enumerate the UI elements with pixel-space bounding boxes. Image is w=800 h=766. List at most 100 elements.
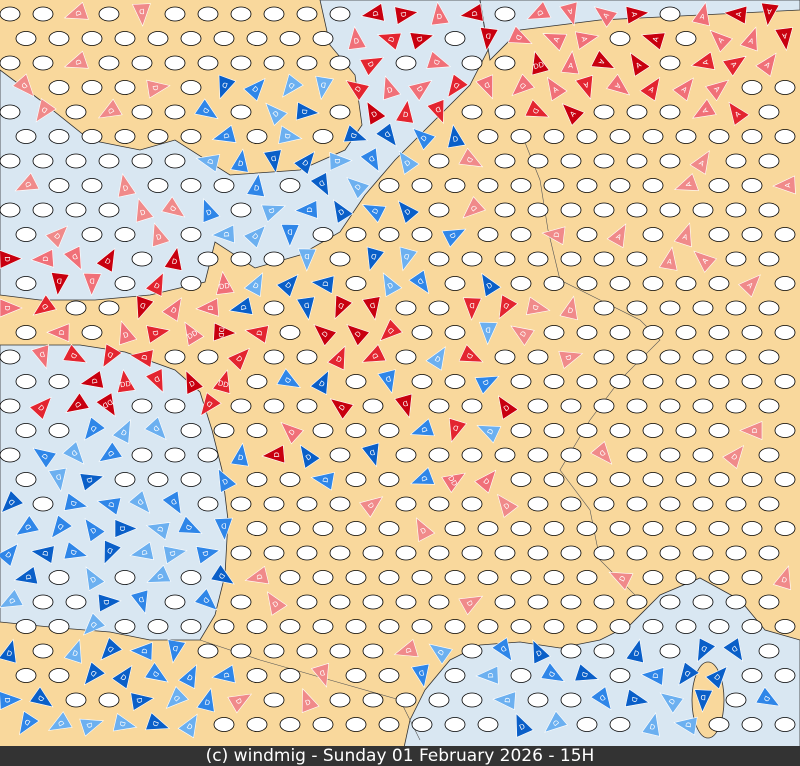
arrow-label: A: [701, 59, 710, 66]
wind-arrow: D: [426, 98, 445, 124]
arrow-triangle: [163, 545, 188, 565]
arrow-triangle: [230, 442, 249, 467]
calm-marker: [626, 300, 648, 316]
wind-arrow: D: [62, 441, 85, 465]
calm-marker: [213, 717, 235, 732]
calm-marker: [230, 545, 252, 561]
calm-marker: [444, 668, 466, 683]
arrow-triangle: [462, 297, 482, 321]
arrow-label: A: [568, 62, 574, 70]
calm-marker: [609, 129, 631, 144]
wind-arrow: D: [230, 442, 249, 467]
arrow-triangle: [117, 172, 137, 198]
calm-marker: [345, 521, 367, 536]
arrow-label: D: [55, 472, 62, 481]
calm-marker: [444, 276, 466, 291]
arrow-label: D: [304, 453, 313, 463]
calm-marker: [180, 570, 202, 585]
calm-marker: [213, 619, 235, 634]
calm-marker: [774, 619, 796, 634]
calm-marker: [411, 227, 433, 242]
calm-marker: [725, 398, 747, 414]
arrow-label: D: [283, 376, 293, 385]
arrow-triangle: [691, 1, 710, 27]
arrow-triangle: [658, 246, 678, 271]
wind-arrow: D: [195, 546, 221, 565]
calm-marker: [428, 594, 450, 610]
wind-arrow: D: [65, 392, 90, 413]
calm-marker: [626, 398, 648, 414]
calm-marker: [131, 447, 153, 463]
arrow-triangle: [84, 518, 106, 543]
arrow-triangle: [30, 344, 50, 370]
calm-marker: [378, 668, 400, 683]
calm-marker: [15, 31, 37, 46]
arrow-label: D: [74, 400, 84, 409]
arrow-label: D: [353, 37, 359, 46]
arrow-label: D: [452, 80, 461, 90]
arrow-label: D: [567, 306, 574, 315]
arrow-triangle: [412, 127, 436, 151]
calm-marker: [477, 178, 499, 193]
calm-marker: [48, 570, 70, 585]
arrow-triangle: [458, 147, 484, 168]
calm-marker: [345, 472, 367, 487]
wind-arrow: A: [690, 51, 716, 70]
wind-arrow: D: [722, 637, 743, 662]
arrow-label: D: [668, 697, 678, 706]
wind-arrow: D: [135, 197, 155, 223]
wind-arrow: D: [63, 492, 89, 511]
arrow-triangle: [329, 398, 354, 420]
arrow-label: D: [153, 374, 161, 384]
calm-marker: [609, 374, 631, 389]
wind-arrow: D: [641, 712, 660, 737]
arrow-triangle: [165, 686, 189, 709]
wind-arrow: D: [210, 563, 235, 585]
arrow-label: D: [685, 722, 694, 729]
calm-marker: [230, 398, 252, 414]
arrow-triangle: [474, 469, 497, 494]
wind-arrow: D: [211, 124, 237, 143]
wind-arrow: D: [267, 591, 288, 616]
arrow-label: D: [250, 85, 259, 95]
arrow-label: D: [420, 474, 429, 482]
wind-arrow: D: [96, 497, 122, 516]
calm-marker: [675, 423, 697, 438]
calm-marker: [692, 447, 714, 463]
calm-marker: [741, 80, 763, 95]
arrow-triangle: [693, 250, 717, 273]
calm-marker: [65, 594, 87, 610]
wind-arrow: D: [50, 272, 70, 297]
calm-marker: [378, 619, 400, 634]
arrow-triangle: [544, 710, 568, 733]
wind-arrow: D: [383, 75, 402, 101]
wind-arrow: D: [458, 344, 484, 363]
calm-marker: [329, 496, 351, 512]
arrow-triangle: [347, 25, 367, 50]
calm-marker: [593, 496, 615, 512]
calm-marker: [708, 619, 730, 634]
arrow-triangle: [361, 343, 387, 363]
wind-arrow: A: [547, 76, 568, 102]
arrow-label: DD: [217, 327, 226, 338]
arrow-label: D: [74, 9, 83, 17]
calm-marker: [461, 398, 483, 414]
calm-marker: [362, 692, 384, 708]
calm-marker: [296, 349, 318, 365]
arrow-triangle: [705, 79, 730, 102]
calm-marker: [48, 31, 70, 46]
calm-marker: [758, 349, 780, 365]
arrow-triangle: [111, 419, 131, 444]
arrow-label: D: [504, 697, 512, 703]
arrow-triangle: [366, 246, 385, 272]
calm-marker: [230, 104, 252, 120]
wind-arrow: D: [426, 50, 452, 69]
calm-marker: [0, 153, 21, 169]
calm-marker: [395, 496, 417, 512]
arrow-triangle: [561, 103, 585, 126]
calm-marker: [626, 496, 648, 512]
calm-marker: [378, 423, 400, 438]
arrow-label: D: [137, 595, 144, 604]
arrow-triangle: [276, 368, 302, 388]
arrow-triangle: [462, 196, 486, 219]
